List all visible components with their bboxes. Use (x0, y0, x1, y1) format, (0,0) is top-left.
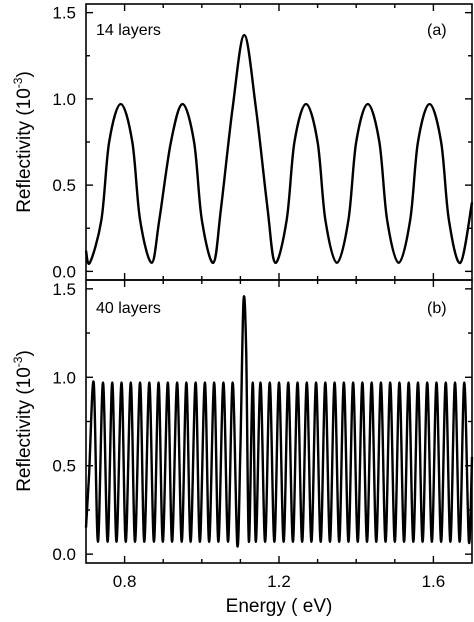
panel-b-annotation: 40 layers (96, 300, 161, 317)
panel-b-xtick-labels: 0.8 1.2 1.6 (113, 572, 445, 591)
panel-b-label: (b) (427, 300, 447, 317)
panel-b-ytick-label-3: 1.5 (52, 280, 76, 299)
panel-b-ytick-label-1: 0.5 (52, 457, 76, 476)
xtick-label-0: 0.8 (113, 572, 137, 591)
panel-a-ytick-label-1: 0.5 (52, 176, 76, 195)
panel-a-ytick-label-0: 0.0 (52, 262, 76, 281)
panel-b-ytick-label-2: 1.0 (52, 368, 76, 387)
xtick-label-2: 1.6 (422, 572, 446, 591)
x-axis-label: Energy ( eV) (226, 596, 333, 617)
panel-b-ylabel-text: Reflectivity (10 (14, 367, 35, 492)
panel-a-reflectivity-curve (84, 33, 474, 266)
panel-b-ylabel: Reflectivity (10-3) (11, 350, 35, 492)
xtick-label-1: 1.2 (267, 572, 291, 591)
panel-b-ylabel-close: ) (14, 350, 35, 356)
panel-a: 0.0 0.5 1.0 1.5 14 layers (a) Reflectivity … (11, 3, 474, 282)
panel-a-ylabel-close: ) (14, 71, 35, 77)
panel-b-reflectivity-curve (84, 295, 474, 548)
panel-b: 0.0 0.5 1.0 1.5 0.8 1.2 1.6 40 layers (b) Ref… (11, 279, 474, 617)
panel-a-ytick-label-2: 1.0 (52, 90, 76, 109)
panel-a-ylabel-exponent: -3 (11, 77, 25, 88)
panel-a-ytick-labels: 0.0 0.5 1.0 1.5 (52, 4, 76, 282)
panel-a-ylabel-text: Reflectivity (10 (14, 88, 35, 213)
panel-b-ytick-labels: 0.0 0.5 1.0 1.5 (52, 280, 76, 564)
panel-a-label: (a) (427, 22, 447, 39)
panel-b-ylabel-exponent: -3 (11, 356, 25, 367)
panel-a-annotation: 14 layers (96, 22, 161, 39)
panel-a-ylabel: Reflectivity (10-3) (11, 71, 35, 213)
panel-b-ytick-label-0: 0.0 (52, 545, 76, 564)
panel-a-ytick-label-3: 1.5 (52, 4, 76, 23)
